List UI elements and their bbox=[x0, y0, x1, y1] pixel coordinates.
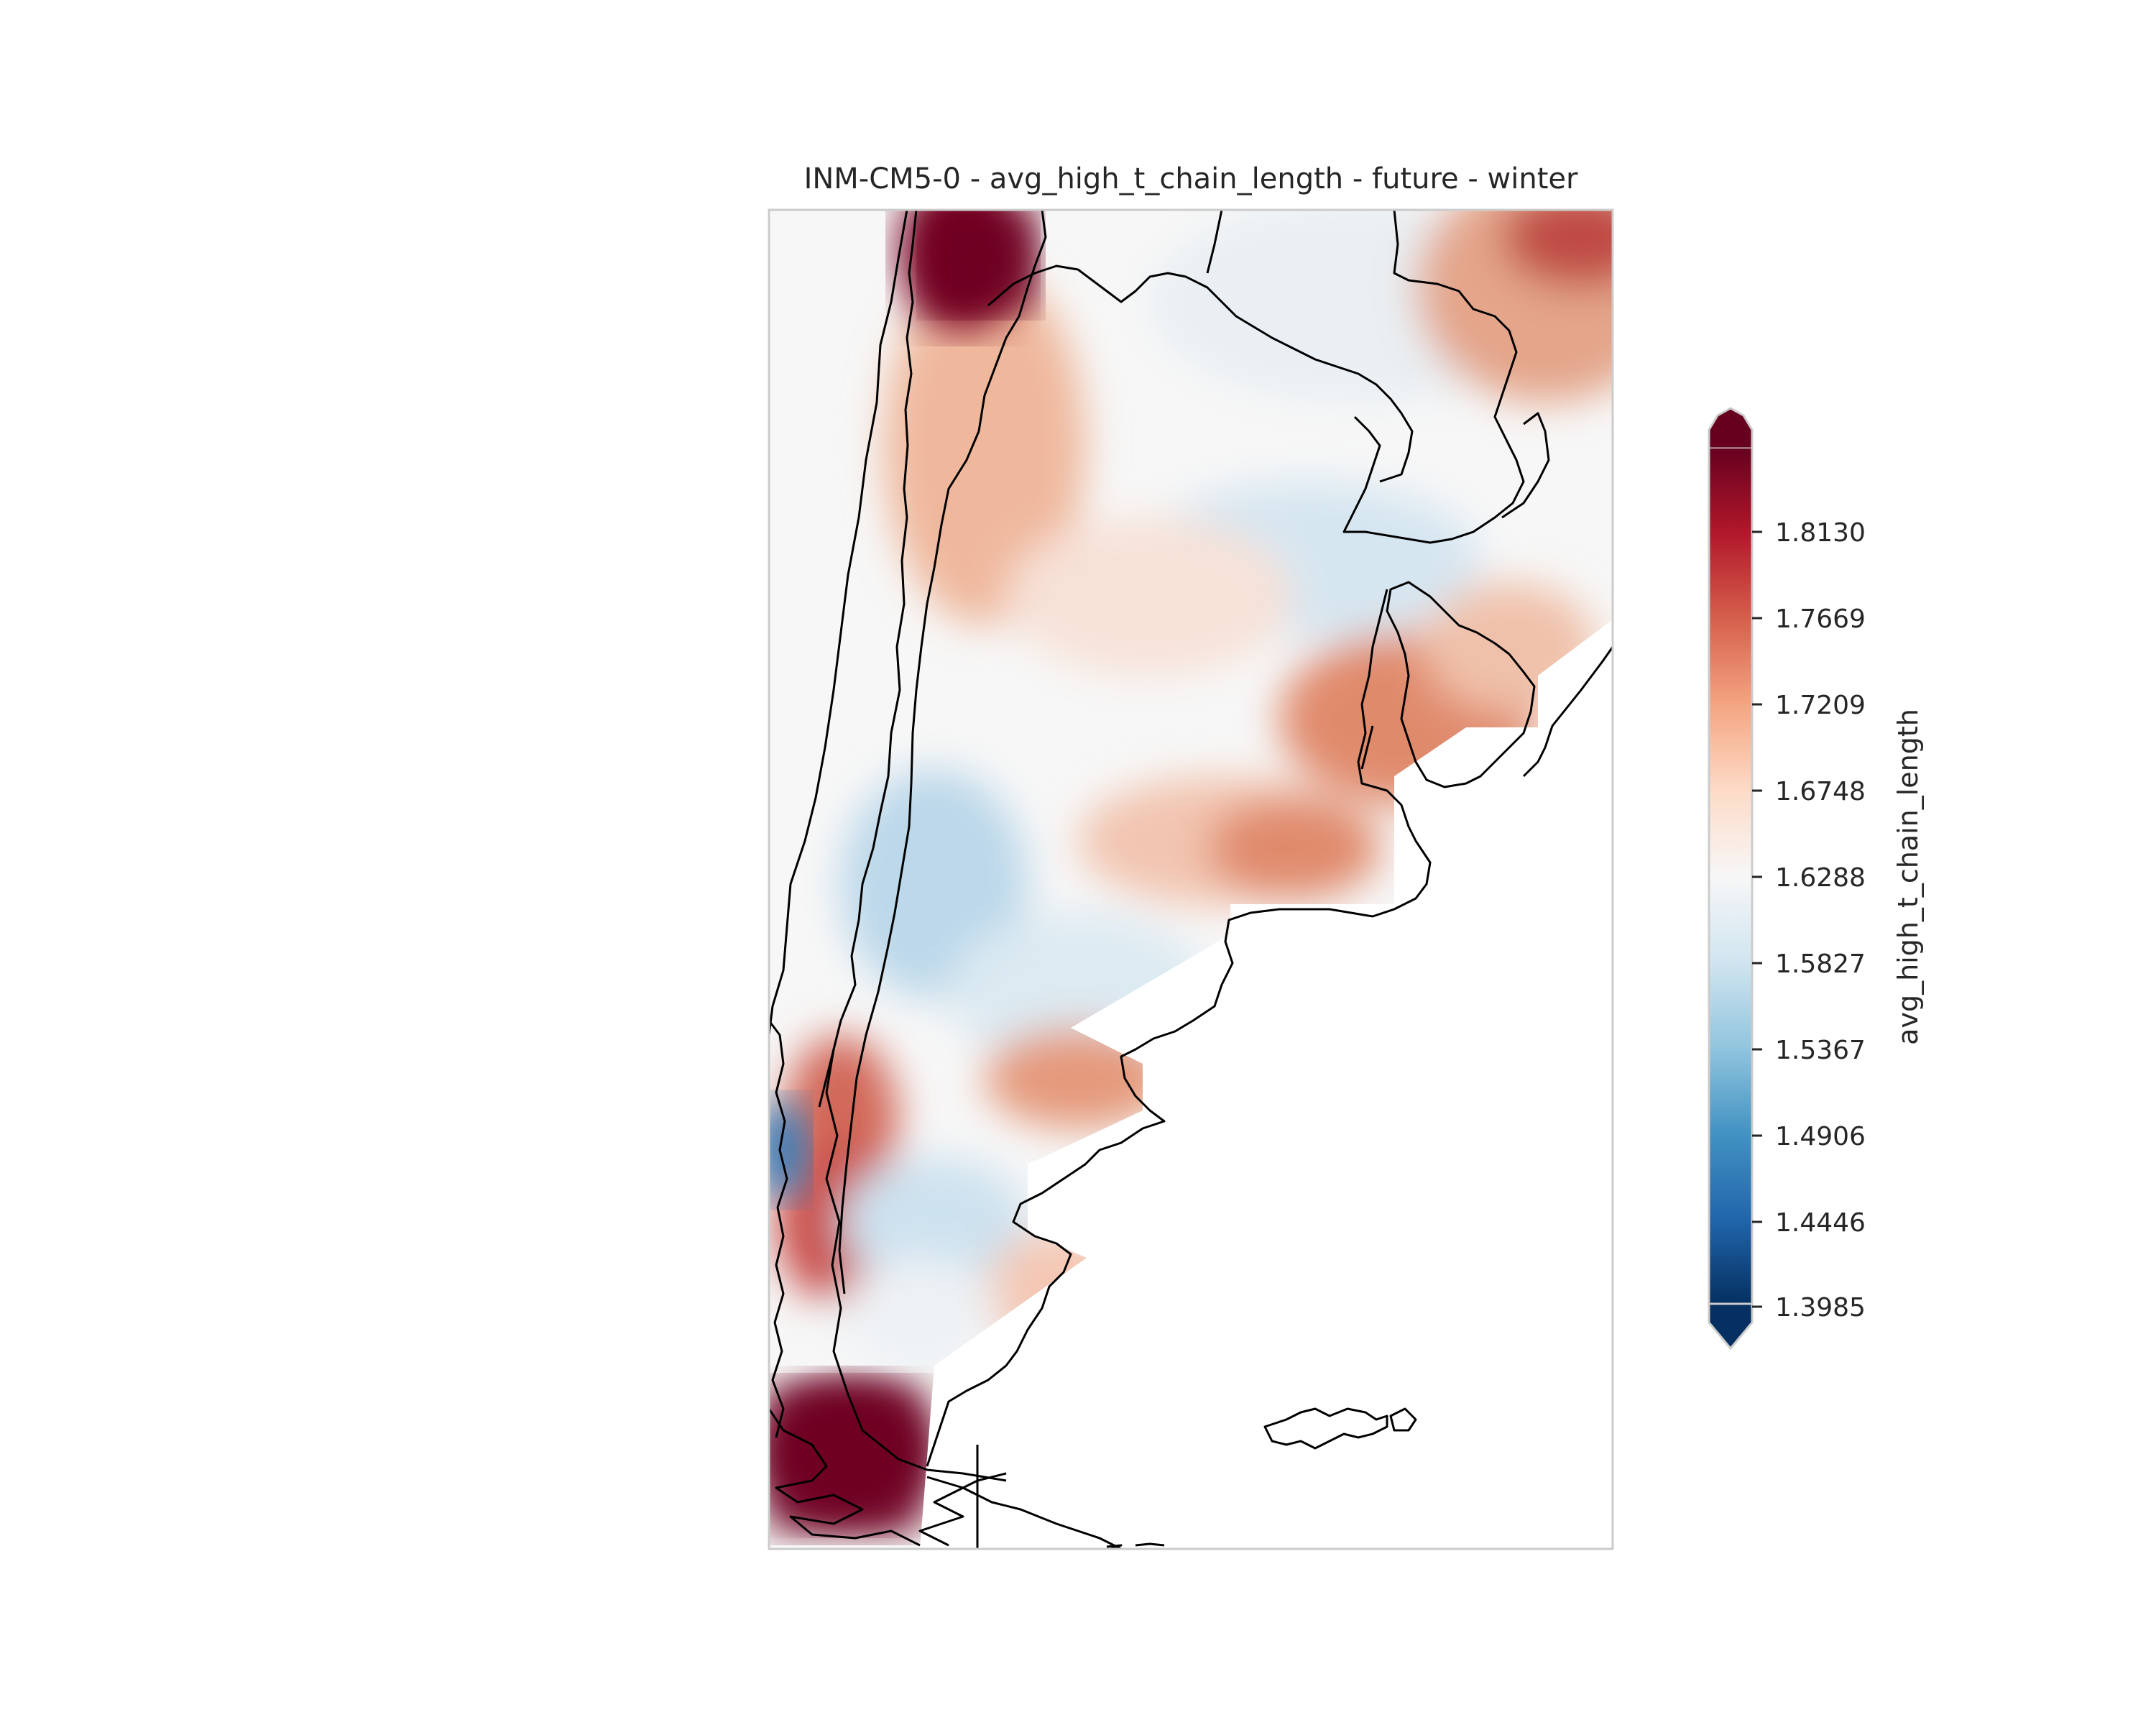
colorbar-tick-label: 1.7669 bbox=[1775, 604, 1866, 634]
colorbar-tick-label: 1.3985 bbox=[1775, 1293, 1866, 1322]
colorbar-tick-label: 1.7209 bbox=[1775, 691, 1866, 720]
coastlines bbox=[769, 210, 1613, 1549]
colorbar-extend-top bbox=[1708, 407, 1754, 450]
map-frame bbox=[768, 208, 1614, 1550]
colorbar-tick-label: 1.4906 bbox=[1775, 1122, 1866, 1151]
colorbar-label: avg_high_t_chain_length bbox=[1892, 709, 1924, 1045]
colorbar-tick-label: 1.8130 bbox=[1775, 518, 1866, 548]
colorbar-tick-label: 1.4446 bbox=[1775, 1208, 1866, 1238]
colorbar-tick-label: 1.5367 bbox=[1775, 1036, 1866, 1065]
colorbar-tick-label: 1.6748 bbox=[1775, 777, 1866, 806]
chart-title: INM-CM5-0 - avg_high_t_chain_length - fu… bbox=[804, 162, 1578, 196]
colorbar-ticks bbox=[1752, 530, 1762, 1308]
colorbar-tick-label: 1.5827 bbox=[1775, 949, 1866, 979]
map-axes bbox=[768, 208, 1614, 1550]
colorbar: 1.8130 1.7669 1.7209 1.6748 1.6288 1.582… bbox=[1708, 407, 1924, 1351]
colorbar-tick-label: 1.6288 bbox=[1775, 863, 1866, 893]
colorbar-extend-bottom bbox=[1708, 1302, 1754, 1351]
colorbar-gradient bbox=[1709, 448, 1752, 1304]
